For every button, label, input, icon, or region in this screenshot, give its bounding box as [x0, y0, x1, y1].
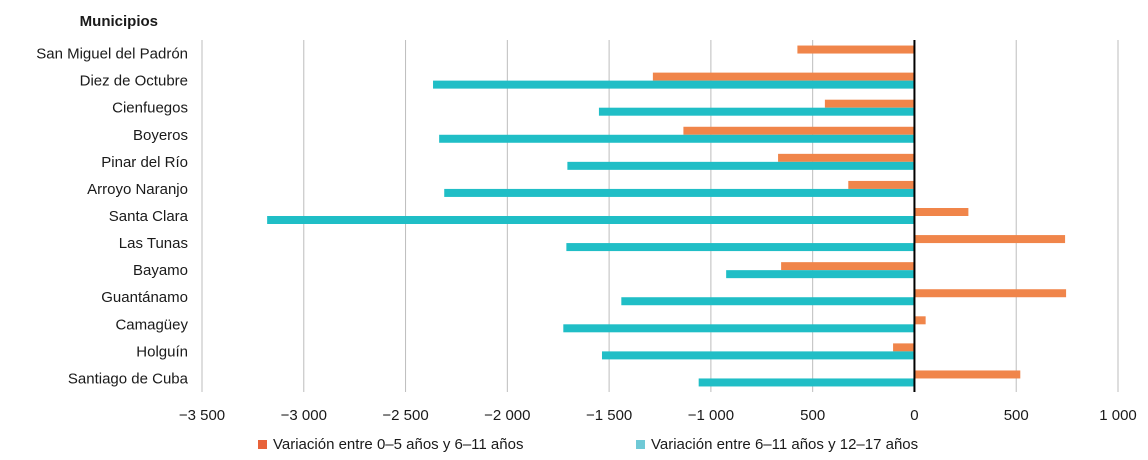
- x-tick-label-0: −3 500: [179, 407, 225, 424]
- legend-item-series-2: Variación entre 6–11 años y 12–17 años: [636, 436, 918, 453]
- category-labels: San Miguel del Padrón Diez de Octubre Cien…: [36, 46, 188, 388]
- bar-series-1-3: [683, 126, 915, 135]
- category-label-5: Arroyo Naranjo: [87, 181, 188, 198]
- category-label-6: Santa Clara: [109, 208, 189, 225]
- x-tick-label-2: −2 500: [382, 407, 428, 424]
- category-label-7: Las Tunas: [119, 235, 188, 252]
- bar-series-2-10: [563, 324, 915, 333]
- bars: [267, 45, 1067, 387]
- bar-chart: Municipios San Miguel del Padrón Diez de …: [36, 13, 1137, 424]
- category-label-3: Boyeros: [133, 127, 188, 144]
- bar-series-1-2: [824, 99, 915, 108]
- bar-series-2-7: [566, 243, 915, 252]
- bar-series-2-4: [567, 161, 915, 170]
- bar-series-1-11: [893, 343, 915, 352]
- category-label-8: Bayamo: [133, 262, 188, 279]
- category-label-0: San Miguel del Padrón: [36, 46, 188, 63]
- x-tick-label-8: 500: [1004, 407, 1029, 424]
- x-tick-label-5: −1 000: [688, 407, 734, 424]
- legend-label-series-1: Variación entre 0–5 años y 6–11 años: [273, 436, 524, 453]
- category-axis-title: Municipios: [80, 13, 158, 30]
- bar-series-2-11: [601, 351, 915, 360]
- bar-series-1-5: [848, 180, 915, 189]
- bar-series-2-9: [621, 297, 915, 306]
- x-tick-label-1: −3 000: [281, 407, 327, 424]
- legend-label-series-2: Variación entre 6–11 años y 12–17 años: [651, 436, 919, 453]
- bar-series-2-6: [267, 216, 915, 224]
- category-label-2: Cienfuegos: [112, 100, 188, 117]
- legend-item-series-1: Variación entre 0–5 años y 6–11 años: [258, 436, 523, 453]
- x-tick-labels: −3 500 −3 000 −2 500 −2 000 −1 500 −1 000 500 0…: [179, 407, 1137, 424]
- bar-series-1-7: [914, 235, 1066, 244]
- legend-swatch-series-2: [636, 440, 645, 449]
- bar-series-2-3: [439, 134, 915, 143]
- x-tick-label-6: 500: [800, 407, 825, 424]
- category-label-11: Holguín: [136, 343, 188, 360]
- bar-series-1-10: [914, 316, 926, 325]
- bar-series-1-1: [652, 72, 915, 81]
- category-label-9: Guantánamo: [101, 289, 188, 306]
- bar-series-1-8: [781, 262, 915, 271]
- x-tick-label-3: −2 000: [484, 407, 530, 424]
- bar-series-2-2: [598, 107, 915, 116]
- category-label-4: Pinar del Río: [101, 154, 188, 171]
- category-label-12: Santiago de Cuba: [68, 370, 189, 387]
- category-label-10: Camagüey: [115, 316, 188, 333]
- bar-series-2-12: [698, 378, 915, 387]
- x-tick-label-4: −1 500: [586, 407, 632, 424]
- bar-series-1-0: [797, 45, 915, 54]
- legend-swatch-series-1: [258, 440, 267, 449]
- bar-series-1-4: [778, 153, 915, 162]
- legend: Variación entre 0–5 años y 6–11 años Var…: [0, 436, 1148, 458]
- bar-series-1-9: [914, 289, 1067, 298]
- bar-series-1-6: [914, 208, 969, 216]
- bar-series-2-1: [433, 80, 915, 89]
- x-tick-label-9: 1 000: [1099, 407, 1137, 424]
- bar-series-1-12: [914, 370, 1021, 379]
- bar-series-2-8: [726, 270, 915, 279]
- bar-series-2-5: [444, 188, 915, 197]
- category-label-1: Diez de Octubre: [80, 73, 188, 90]
- x-tick-label-7: 0: [910, 407, 918, 424]
